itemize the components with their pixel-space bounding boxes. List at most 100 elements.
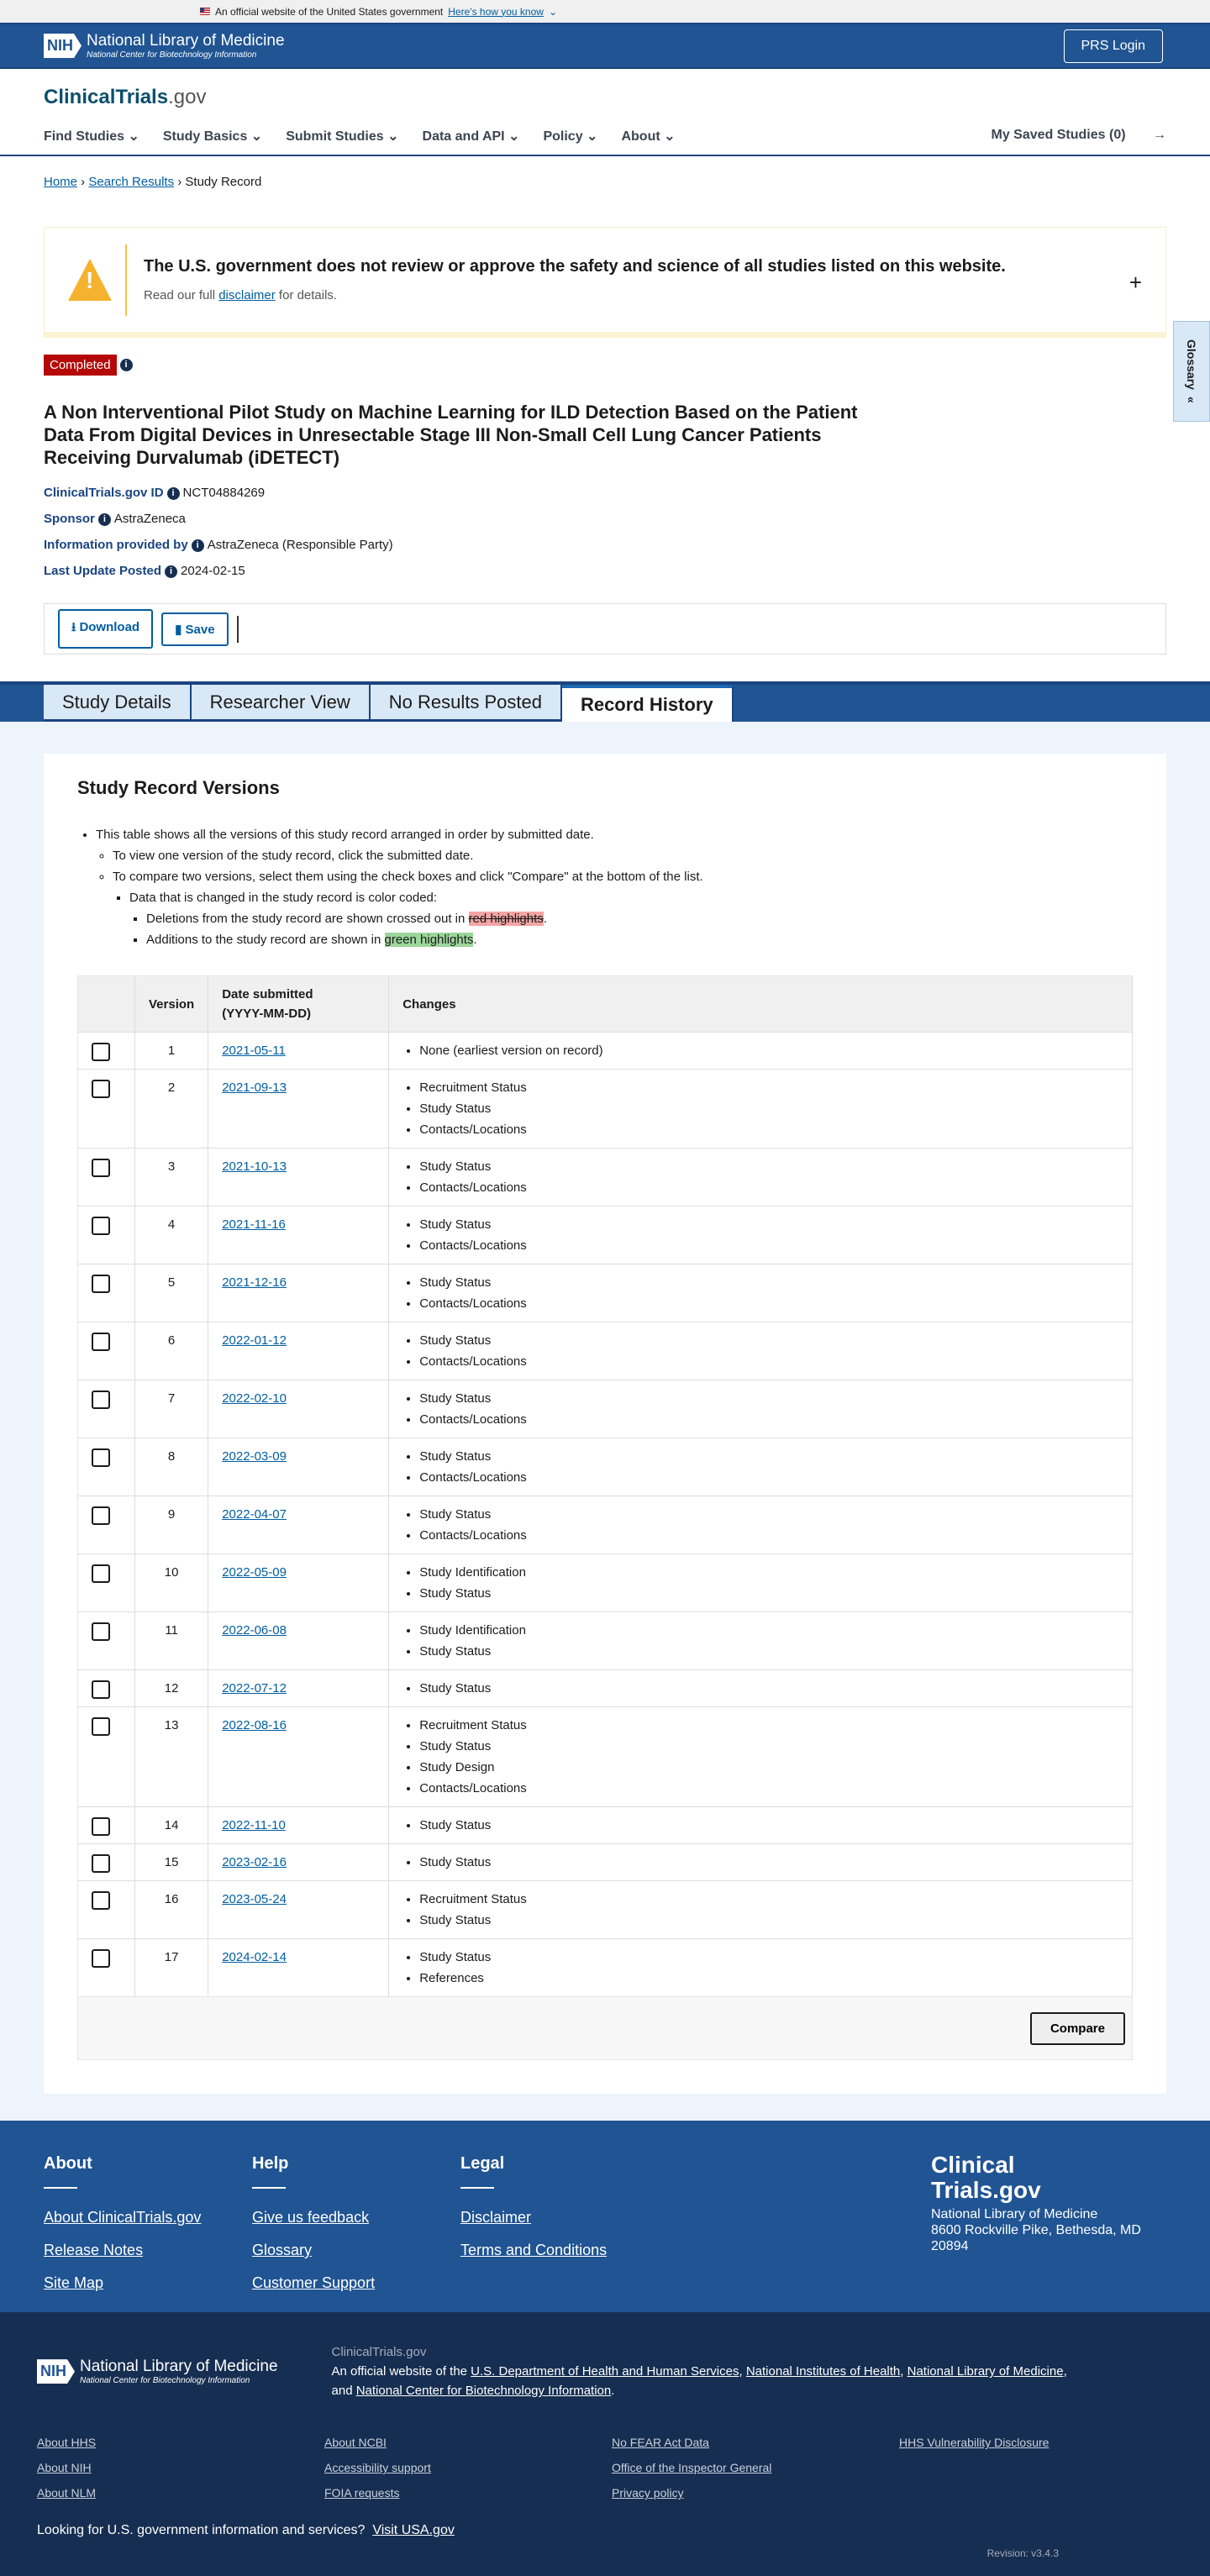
clinicaltrials-logo[interactable]: ClinicalTrials.gov	[44, 86, 207, 108]
nav-find-studies[interactable]: Find Studies ⌄	[44, 129, 139, 144]
version-checkbox[interactable]	[92, 1275, 110, 1294]
version-date-link[interactable]: 2021-10-13	[222, 1159, 287, 1175]
change-item: Study Status	[419, 1947, 1118, 1968]
breadcrumb-search-results[interactable]: Search Results	[88, 175, 175, 189]
footer-link[interactable]: Glossary	[252, 2242, 313, 2259]
version-date-link[interactable]: 2022-02-10	[222, 1391, 287, 1406]
version-date-link[interactable]: 2022-03-09	[222, 1449, 287, 1464]
nav-policy[interactable]: Policy ⌄	[543, 129, 598, 144]
version-date-link[interactable]: 2021-11-16	[222, 1217, 286, 1233]
version-checkbox[interactable]	[92, 1564, 110, 1584]
nlm-logo[interactable]: NIH National Library of Medicine National…	[44, 32, 285, 60]
footer-links: About HHS About NCBI No FEAR Act Data HHS V…	[37, 2436, 1173, 2500]
footer-gov-link[interactable]: Office of the Inspector General	[612, 2461, 772, 2475]
version-checkbox[interactable]	[92, 1891, 110, 1911]
footer-link[interactable]: Disclaimer	[460, 2209, 532, 2226]
version-checkbox[interactable]	[92, 1949, 110, 1969]
change-item: Study Status	[419, 1272, 1118, 1293]
footer-gov-link[interactable]: About HHS	[37, 2436, 97, 2450]
table-row: 15 2023-02-16 Study Status	[77, 1843, 1133, 1881]
footer-link[interactable]: Release Notes	[44, 2242, 144, 2259]
footer-link[interactable]: Terms and Conditions	[460, 2242, 608, 2259]
status-badge: Completed	[44, 355, 117, 376]
version-date-link[interactable]: 2022-11-10	[222, 1818, 286, 1833]
version-date-link[interactable]: 2022-06-08	[222, 1623, 287, 1638]
study-tabs: Study Details Researcher View No Results…	[0, 681, 1210, 722]
version-date-link[interactable]: 2022-07-12	[222, 1681, 287, 1696]
disclaimer-link[interactable]: disclaimer	[218, 288, 276, 302]
nav-submit-studies[interactable]: Submit Studies ⌄	[286, 129, 399, 144]
info-icon[interactable]: i	[97, 513, 111, 526]
info-icon[interactable]: i	[191, 539, 204, 552]
version-checkbox[interactable]	[92, 1448, 110, 1468]
info-icon[interactable]: i	[166, 486, 180, 500]
version-checkbox[interactable]	[92, 1217, 110, 1236]
col-version: Version	[134, 975, 209, 1033]
version-number: 15	[134, 1843, 209, 1881]
tab-researcher-view[interactable]: Researcher View	[191, 685, 371, 722]
version-date-link[interactable]: 2024-02-14	[222, 1950, 287, 1965]
info-icon[interactable]: i	[119, 359, 133, 372]
us-flag-icon	[200, 8, 210, 15]
nlm-footer-logo[interactable]: NIH National Library of Medicine National…	[37, 2342, 278, 2400]
version-date-link[interactable]: 2023-05-24	[222, 1892, 287, 1907]
prs-login-button[interactable]: PRS Login	[1063, 29, 1163, 63]
version-checkbox[interactable]	[92, 1333, 110, 1352]
hhs-link[interactable]: U.S. Department of Health and Human Serv…	[471, 2364, 739, 2379]
version-checkbox[interactable]	[92, 1159, 110, 1178]
breadcrumb-home[interactable]: Home	[44, 175, 78, 189]
my-saved-studies-link[interactable]: My Saved Studies (0) →	[991, 128, 1167, 142]
version-checkbox[interactable]	[92, 1043, 110, 1062]
nav-study-basics[interactable]: Study Basics ⌄	[162, 129, 263, 144]
version-checkbox[interactable]	[92, 1817, 110, 1837]
chevron-down-icon: ⌄	[548, 5, 558, 18]
nav-about[interactable]: About ⌄	[621, 129, 676, 144]
footer-gov-link[interactable]: FOIA requests	[324, 2486, 400, 2500]
heres-how-you-know-link[interactable]: Here's how you know	[448, 5, 544, 18]
version-checkbox[interactable]	[92, 1506, 110, 1526]
version-date-link[interactable]: 2021-12-16	[222, 1275, 287, 1291]
version-checkbox[interactable]	[92, 1391, 110, 1410]
version-date-link[interactable]: 2021-09-13	[222, 1080, 287, 1096]
version-checkbox[interactable]	[92, 1680, 110, 1700]
tab-record-history[interactable]: Record History	[561, 685, 734, 722]
version-date-link[interactable]: 2023-02-16	[222, 1855, 287, 1870]
version-checkbox[interactable]	[92, 1622, 110, 1642]
change-item: Study Status	[419, 1678, 1118, 1699]
footer-gov-link[interactable]: About NCBI	[324, 2436, 387, 2450]
ncbi-link[interactable]: National Center for Biotechnology Inform…	[355, 2384, 612, 2399]
footer-gov-link[interactable]: Accessibility support	[324, 2461, 431, 2475]
org-name: National Library of Medicine	[87, 32, 285, 50]
footer-gov-link[interactable]: About NIH	[37, 2461, 92, 2475]
footer-gov-link[interactable]: HHS Vulnerability Disclosure	[899, 2436, 1050, 2450]
compare-button[interactable]: Compare	[1029, 2011, 1125, 2045]
nlm-link[interactable]: National Library of Medicine	[907, 2364, 1064, 2379]
save-button[interactable]: ▮ Save	[161, 612, 229, 646]
tab-study-details[interactable]: Study Details	[44, 685, 192, 722]
version-date-link[interactable]: 2021-05-11	[222, 1044, 286, 1058]
footer-gov-link[interactable]: Privacy policy	[612, 2486, 684, 2500]
download-button[interactable]: ⭳ Download	[58, 609, 154, 649]
version-checkbox[interactable]	[92, 1854, 110, 1874]
expand-plus-icon[interactable]: +	[1128, 270, 1142, 295]
nih-link[interactable]: National Institutes of Health	[745, 2364, 901, 2379]
version-date-link[interactable]: 2022-04-07	[222, 1507, 287, 1522]
footer-link[interactable]: Site Map	[44, 2274, 104, 2292]
footer-gov-link[interactable]: About NLM	[37, 2486, 97, 2500]
version-date-link[interactable]: 2022-08-16	[222, 1718, 287, 1733]
last-update: 2024-02-15	[181, 564, 245, 578]
footer-link[interactable]: About ClinicalTrials.gov	[44, 2209, 202, 2226]
tab-no-results-posted[interactable]: No Results Posted	[370, 685, 562, 722]
nav-data-api[interactable]: Data and API ⌄	[422, 129, 520, 144]
info-icon[interactable]: i	[165, 565, 178, 578]
glossary-toggle[interactable]: Glossary «	[1173, 321, 1210, 422]
footer-gov-link[interactable]: No FEAR Act Data	[612, 2436, 709, 2450]
version-date-link[interactable]: 2022-01-12	[222, 1333, 287, 1348]
footer-link[interactable]: Customer Support	[252, 2274, 376, 2292]
version-number: 8	[134, 1438, 209, 1496]
version-checkbox[interactable]	[92, 1080, 110, 1099]
usa-gov-link[interactable]: Visit USA.gov	[372, 2523, 455, 2538]
version-checkbox[interactable]	[92, 1717, 110, 1737]
version-date-link[interactable]: 2022-05-09	[222, 1565, 287, 1580]
footer-link[interactable]: Give us feedback	[252, 2209, 370, 2226]
